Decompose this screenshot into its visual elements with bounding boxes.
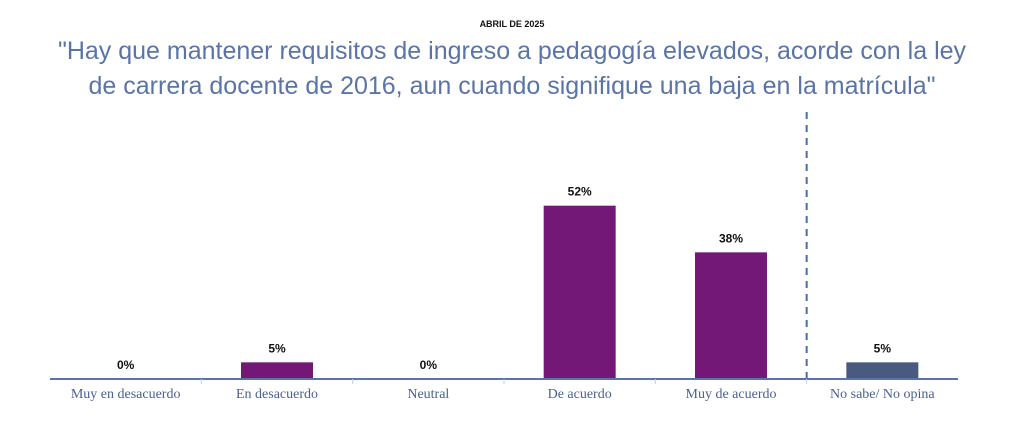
data-label-0: 0%	[117, 358, 135, 372]
category-labels: Muy en desacuerdo En desacuerdo Neutral De …	[71, 387, 936, 402]
bar-3	[543, 205, 616, 379]
data-label-1: 5%	[268, 341, 286, 355]
bar-4	[695, 252, 767, 379]
data-label-2: 0%	[420, 358, 438, 372]
bar-1	[241, 362, 313, 379]
category-label-0: Muy en desacuerdo	[71, 387, 181, 402]
data-label-5: 5%	[874, 341, 892, 355]
category-label-4: Muy de acuerdo	[686, 387, 777, 402]
data-label-4: 38%	[719, 231, 743, 245]
data-label-3: 52%	[568, 185, 592, 199]
chart-title-line-1: "Hay que mantener requisitos de ingreso …	[58, 37, 967, 65]
category-label-1: En desacuerdo	[236, 387, 318, 402]
category-label-2: Neutral	[407, 387, 449, 402]
bar-5	[846, 362, 919, 379]
chart-title-line-2: de carrera docente de 2016, aun cuando s…	[89, 72, 936, 100]
category-label-5: No sabe/ No opina	[830, 387, 935, 402]
bars-group: 0% 5% 0% 52% 38% 5%	[117, 185, 919, 379]
x-axis-ticks	[200, 379, 808, 384]
date-label: ABRIL DE 2025	[480, 19, 545, 29]
category-label-3: De acuerdo	[548, 387, 612, 402]
